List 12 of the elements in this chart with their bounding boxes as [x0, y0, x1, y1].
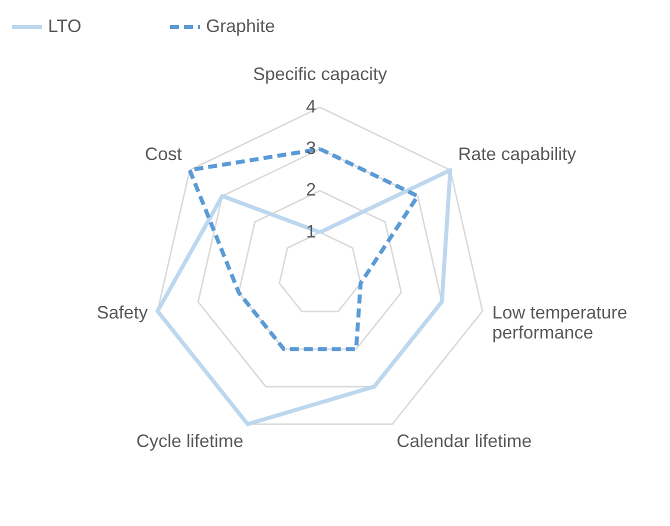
spoke-label: Safety	[96, 302, 148, 322]
spoke-label: Specific capacity	[252, 64, 388, 84]
spoke-label: Rate capability	[458, 144, 576, 164]
legend-label: LTO	[48, 16, 82, 36]
spoke-label: Calendar lifetime	[396, 431, 532, 452]
spoke-label: Low temperature performance	[492, 302, 628, 342]
spoke-label: Cycle lifetime	[136, 431, 244, 452]
y-tick-label: 1	[306, 221, 316, 242]
spoke-label: Cost	[144, 144, 182, 164]
y-tick-label: 4	[306, 96, 316, 116]
legend-label: Graphite	[206, 16, 276, 36]
y-tick-label: 2	[306, 180, 316, 200]
